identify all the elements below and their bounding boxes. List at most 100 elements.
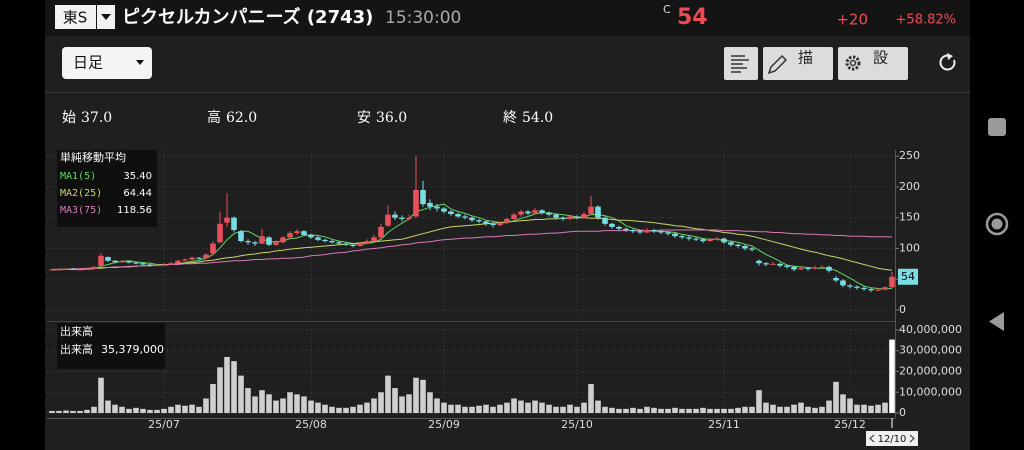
candle-body bbox=[217, 223, 223, 243]
candle-body bbox=[826, 266, 832, 271]
volume-bar bbox=[189, 404, 195, 414]
indicator-button[interactable] bbox=[724, 47, 758, 80]
volume-bar bbox=[182, 405, 188, 414]
volume-bar bbox=[98, 377, 104, 414]
volume-bar bbox=[294, 394, 300, 414]
draw-label[interactable]: 描画 bbox=[798, 49, 868, 67]
volume-bar bbox=[63, 410, 69, 414]
period[interactable]: 日足 bbox=[73, 54, 103, 72]
candle-body bbox=[147, 264, 153, 266]
candle-body bbox=[791, 266, 797, 270]
candle-body bbox=[357, 243, 363, 246]
volume-bar bbox=[378, 392, 384, 414]
volume-bar bbox=[70, 410, 76, 414]
volume-bar bbox=[280, 398, 286, 414]
volume-bar bbox=[595, 400, 601, 414]
ohlc-value: 37.0 bbox=[81, 110, 112, 126]
chevron-right bbox=[909, 434, 915, 443]
volume-bar bbox=[882, 402, 888, 414]
volume-bar bbox=[196, 406, 202, 414]
draw-button[interactable]: 描画 bbox=[763, 47, 868, 80]
volume-bar bbox=[658, 408, 664, 414]
volume-bar bbox=[105, 400, 111, 414]
candle-body bbox=[63, 268, 69, 270]
gear-center bbox=[849, 59, 857, 67]
volume-bar bbox=[273, 400, 279, 414]
candle-body bbox=[574, 216, 580, 218]
candle-body bbox=[161, 264, 167, 266]
volume-bar bbox=[483, 404, 489, 414]
volume-bar bbox=[826, 400, 832, 414]
nav-home[interactable] bbox=[985, 212, 1009, 236]
volume-bar bbox=[840, 394, 846, 414]
volume-bar bbox=[721, 408, 727, 414]
y-tick-label: 30,000,000 bbox=[899, 344, 962, 357]
candle-body bbox=[812, 267, 818, 269]
period-box[interactable] bbox=[62, 47, 152, 79]
volume-bar bbox=[476, 405, 482, 414]
volume-bar bbox=[252, 396, 258, 414]
volume-bar bbox=[245, 388, 251, 414]
candle-body bbox=[392, 214, 398, 218]
volume-bar bbox=[574, 406, 580, 414]
candle-body bbox=[588, 206, 594, 214]
volume-bar bbox=[742, 406, 748, 414]
dropdown-arrow bbox=[136, 60, 144, 65]
candle-body bbox=[700, 239, 706, 242]
candle-body bbox=[721, 238, 727, 243]
candle-body bbox=[777, 263, 783, 266]
candle-body bbox=[609, 223, 615, 227]
volume-legend-title: 出来高 bbox=[60, 324, 93, 338]
volume-bar bbox=[511, 398, 517, 414]
period-select[interactable]: 日足 bbox=[62, 47, 152, 79]
volume-bar bbox=[308, 400, 314, 414]
refresh-icon[interactable] bbox=[939, 54, 956, 71]
refresh-button[interactable] bbox=[939, 53, 956, 71]
chart-area bbox=[45, 92, 970, 450]
settings-label[interactable]: 設定 bbox=[873, 49, 943, 67]
refresh-arrow bbox=[947, 53, 953, 60]
nav-back[interactable] bbox=[989, 312, 1004, 331]
candle-body bbox=[644, 230, 650, 233]
candle-body bbox=[602, 217, 608, 224]
button-bg[interactable] bbox=[763, 47, 833, 80]
legend-value: 118.56 bbox=[117, 205, 152, 216]
candle-body bbox=[308, 234, 314, 238]
volume-bar bbox=[679, 408, 685, 414]
candle-body bbox=[231, 217, 237, 230]
volume-bar bbox=[532, 400, 538, 414]
candle-body bbox=[469, 217, 475, 221]
volume-bar bbox=[322, 404, 328, 414]
settings-button[interactable]: 設定 bbox=[838, 47, 943, 80]
volume-bar bbox=[770, 404, 776, 414]
candle-body bbox=[455, 214, 461, 217]
nav-recent[interactable] bbox=[988, 118, 1006, 136]
button-bg[interactable] bbox=[838, 47, 908, 80]
volume-bar bbox=[455, 404, 461, 414]
ohlc-value: 54.0 bbox=[522, 110, 553, 126]
volume-bar bbox=[777, 406, 783, 414]
volume-bar bbox=[812, 407, 818, 414]
volume-bar bbox=[560, 406, 566, 414]
volume-bar bbox=[616, 408, 622, 414]
volume-bar bbox=[266, 394, 272, 414]
gear-icon bbox=[845, 55, 861, 71]
volume-bar bbox=[343, 407, 349, 414]
volume-bar bbox=[210, 383, 216, 414]
volume-bar bbox=[672, 407, 678, 414]
candle-body bbox=[406, 217, 412, 219]
volume-bar bbox=[700, 407, 706, 414]
time: 15:30:00 bbox=[385, 8, 461, 28]
ma-line bbox=[51, 217, 893, 271]
price-tag bbox=[898, 268, 918, 285]
ma-line bbox=[52, 203, 893, 290]
market-box[interactable] bbox=[55, 5, 96, 29]
market-select[interactable]: 東S bbox=[55, 5, 115, 29]
ohlc-value: 62.0 bbox=[226, 110, 257, 126]
candle-body bbox=[189, 257, 195, 260]
market[interactable]: 東S bbox=[63, 9, 88, 27]
y-tick-label: 150 bbox=[899, 211, 920, 224]
legend-value: 35.40 bbox=[123, 171, 152, 182]
volume-bar bbox=[259, 390, 265, 414]
price-flag: C bbox=[663, 3, 671, 16]
